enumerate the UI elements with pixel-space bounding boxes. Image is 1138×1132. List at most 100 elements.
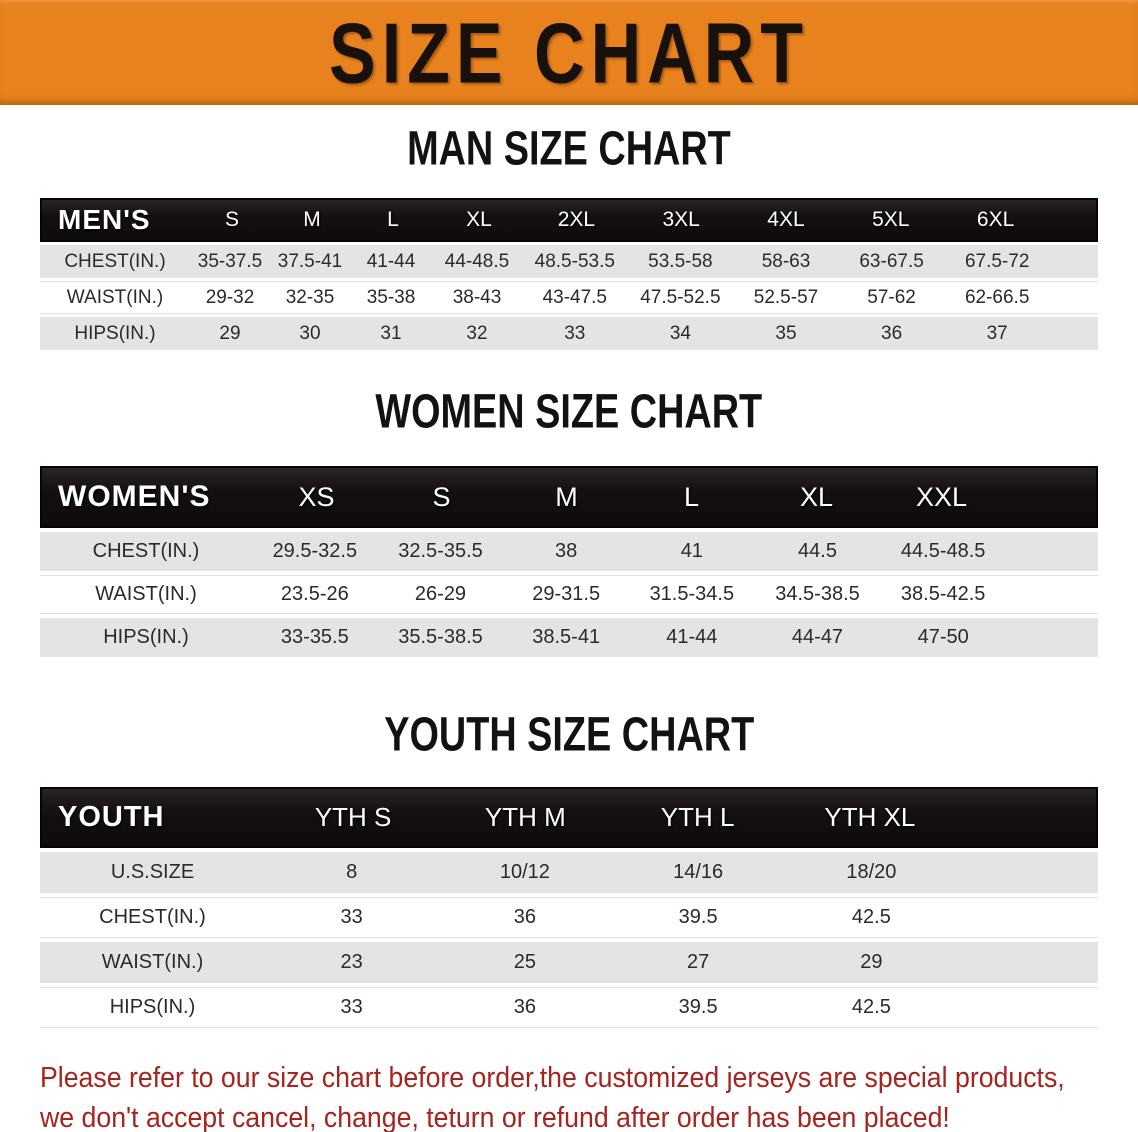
table-group-label: WOMEN'S (58, 480, 211, 513)
measurement-value: 35-37.5 (197, 250, 263, 272)
table-group-label: YOUTH (58, 801, 165, 833)
measurement-value: 33 (340, 996, 363, 1018)
table-row: WAIST(IN.) 23 25 27 29 (40, 942, 1098, 983)
size-column-header: XS (298, 481, 335, 512)
measurement-value: 67.5-72 (964, 250, 1030, 272)
youth-table-body: U.S.SIZE 8 10/12 14/16 18/20 CHEST(IN.) 33 36 39… (40, 852, 1098, 1028)
measurement-value: 33 (564, 322, 586, 344)
measurement-value: 37 (986, 322, 1008, 344)
measurement-value: 34 (669, 322, 691, 344)
measurement-value: 48.5-53.5 (534, 250, 615, 272)
banner-title: SIZE CHART (329, 4, 809, 101)
measurement-value: 23.5-26 (280, 583, 349, 605)
youth-heading-text: YOUTH SIZE CHART (383, 708, 754, 762)
measurement-label: HIPS(IN.) (103, 626, 189, 648)
table-row: CHEST(IN.) 29.5-32.5 32.5-35.5 38 41 44.5 44.5… (40, 532, 1098, 571)
measurement-value: 29-32 (205, 286, 255, 308)
size-column-header: YTH L (660, 802, 735, 832)
measurement-value: 23 (340, 951, 363, 973)
womens-section-heading: WOMEN SIZE CHART (0, 385, 1138, 439)
measurement-value: 37.5-41 (277, 250, 343, 272)
measurement-value: 57-62 (867, 286, 916, 308)
measurement-label: WAIST(IN.) (95, 583, 197, 605)
measurement-value: 32.5-35.5 (398, 540, 483, 562)
measurement-value: 25 (513, 951, 536, 973)
measurement-value: 38 (555, 540, 578, 562)
measurement-label: WAIST(IN.) (66, 286, 164, 308)
youth-section-heading: YOUTH SIZE CHART (0, 708, 1138, 762)
measurement-label: HIPS(IN.) (74, 322, 156, 344)
measurement-value: 32 (466, 322, 488, 344)
measurement-value: 26-29 (414, 583, 467, 605)
measurement-value: 63-67.5 (859, 250, 924, 272)
size-column-header: XL (799, 481, 834, 512)
measurement-value: 62-66.5 (964, 286, 1030, 308)
measurement-value: 44.5 (798, 540, 837, 562)
size-column-header: 5XL (872, 208, 910, 231)
table-group-label: MEN'S (58, 204, 151, 235)
mens-heading-text: MAN SIZE CHART (407, 122, 731, 176)
size-chart-banner: SIZE CHART (0, 0, 1138, 105)
size-column-header: L (683, 481, 700, 512)
measurement-value: 32-35 (285, 286, 335, 308)
table-row: HIPS(IN.) 29 30 31 32 33 34 35 36 37 (40, 317, 1098, 350)
measurement-value: 29 (219, 322, 241, 344)
measurement-value: 31 (380, 322, 402, 344)
size-column-header: S (224, 208, 239, 231)
measurement-value: 58-63 (761, 250, 811, 272)
disclaimer-line-1: Please refer to our size chart before or… (40, 1062, 1065, 1094)
measurement-value: 42.5 (851, 996, 891, 1018)
measurement-value: 44.5-48.5 (900, 540, 986, 562)
size-column-header: S (432, 481, 451, 512)
womens-heading-text: WOMEN SIZE CHART (375, 385, 763, 439)
size-column-header: YTH S (314, 802, 392, 832)
measurement-value: 30 (299, 322, 321, 344)
measurement-label: CHEST(IN.) (64, 250, 166, 272)
size-column-header: XXL (915, 481, 968, 512)
measurement-value: 35-38 (366, 286, 416, 308)
measurement-value: 29-31.5 (532, 583, 601, 605)
womens-table-header-row: WOMEN'S XS S M L XL XXL (40, 466, 1098, 528)
size-column-header: M (303, 208, 321, 231)
measurement-value: 36 (513, 906, 536, 928)
measurement-value: 38.5-41 (532, 626, 601, 648)
measurement-value: 41-44 (666, 626, 718, 648)
measurement-value: 36 (881, 322, 903, 344)
size-column-header: L (387, 208, 399, 231)
measurement-value: 35 (775, 322, 797, 344)
womens-size-section: WOMEN SIZE CHART WOMEN'S XS S M L XL XXL CHEST… (0, 385, 1138, 657)
measurement-value: 44-48.5 (444, 250, 510, 272)
measurement-value: 52.5-57 (753, 286, 819, 308)
measurement-label: HIPS(IN.) (109, 996, 196, 1018)
table-row: CHEST(IN.) 35-37.5 37.5-41 41-44 44-48.5 48.5… (40, 245, 1098, 278)
mens-size-section: MAN SIZE CHART MEN'S S M L XL 2XL 3XL 4XL 5XL 6XL… (0, 122, 1138, 350)
mens-section-heading: MAN SIZE CHART (0, 122, 1138, 176)
mens-table-body: CHEST(IN.) 35-37.5 37.5-41 41-44 44-48.5 48.5… (40, 245, 1098, 350)
measurement-value: 29.5-32.5 (272, 540, 358, 562)
measurement-value: 53.5-58 (648, 250, 713, 272)
size-column-header: 2XL (557, 208, 596, 231)
table-row: U.S.SIZE 8 10/12 14/16 18/20 (40, 852, 1098, 893)
table-row: HIPS(IN.) 33 36 39.5 42.5 (40, 987, 1098, 1028)
measurement-label: U.S.SIZE (110, 861, 195, 883)
table-row: HIPS(IN.) 33-35.5 35.5-38.5 38.5-41 41-44 44-… (40, 618, 1098, 657)
measurement-value: 14/16 (673, 861, 724, 883)
measurement-value: 31.5-34.5 (649, 583, 735, 605)
womens-size-table: WOMEN'S XS S M L XL XXL CHEST(IN.) 29.5-32.5 32.… (40, 466, 1098, 657)
disclaimer-line-2: we don't accept cancel, change, teturn o… (40, 1102, 950, 1132)
measurement-label: CHEST(IN.) (99, 906, 206, 928)
measurement-value: 38-43 (452, 286, 502, 308)
measurement-label: CHEST(IN.) (92, 540, 200, 562)
youth-size-table: YOUTH YTH S YTH M YTH L YTH XL U.S.SIZE 8 10/1… (40, 787, 1098, 1028)
measurement-value: 8 (346, 861, 358, 883)
size-column-header: XL (466, 208, 492, 231)
measurement-value: 33 (340, 906, 363, 928)
measurement-value: 35.5-38.5 (398, 626, 483, 648)
measurement-value: 47.5-52.5 (640, 286, 721, 308)
measurement-value: 39.5 (678, 996, 718, 1018)
mens-size-table: MEN'S S M L XL 2XL 3XL 4XL 5XL 6XL CHEST(IN.) 35-3… (40, 198, 1098, 350)
measurement-value: 41 (680, 540, 703, 562)
youth-size-section: YOUTH SIZE CHART YOUTH YTH S YTH M YTH L YTH… (0, 708, 1138, 1028)
size-column-header: YTH M (484, 802, 566, 832)
measurement-value: 39.5 (678, 906, 718, 928)
